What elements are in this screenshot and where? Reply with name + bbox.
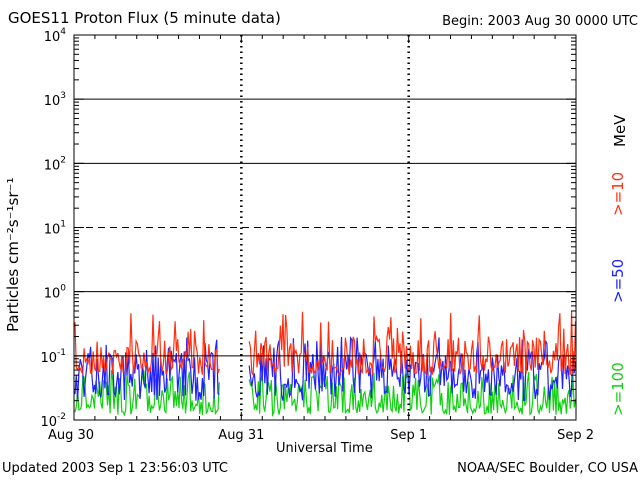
series-10-trace (74, 311, 577, 377)
grid-lines (74, 98, 576, 357)
legend-unit: MeV (611, 114, 629, 147)
y-axis-label: Particles cm⁻²s⁻¹sr⁻¹ (4, 177, 22, 332)
x-axis-label: Universal Time (276, 441, 373, 456)
y-tick-label: 100 (44, 284, 67, 302)
y-tick-label: 101 (44, 220, 66, 238)
begin-time: Begin: 2003 Aug 30 0000 UTC (442, 14, 638, 29)
legend-ge50: >=50 (609, 258, 627, 303)
x-tick-label: Aug 31 (218, 428, 264, 443)
chart-title: GOES11 Proton Flux (5 minute data) (8, 9, 281, 27)
x-tick-label: Aug 30 (48, 428, 94, 443)
legend-ge100: >=100 (609, 362, 627, 416)
y-tick-label: 102 (44, 155, 66, 173)
x-axis-ticks: Aug 30 Aug 31 Sep 1 Sep 2 (48, 35, 594, 443)
flux-traces (74, 311, 577, 418)
y-tick-label: 103 (44, 91, 66, 109)
y-tick-label: 104 (44, 27, 67, 45)
legend-ge10: >=10 (609, 171, 627, 216)
x-tick-label: Sep 1 (390, 428, 427, 443)
credit-line: NOAA/SEC Boulder, CO USA (457, 461, 638, 476)
y-tick-label: 10-1 (40, 348, 66, 366)
x-tick-label: Sep 2 (557, 428, 594, 443)
plot-frame (73, 34, 577, 421)
updated-timestamp: Updated 2003 Sep 1 23:56:03 UTC (2, 461, 229, 476)
